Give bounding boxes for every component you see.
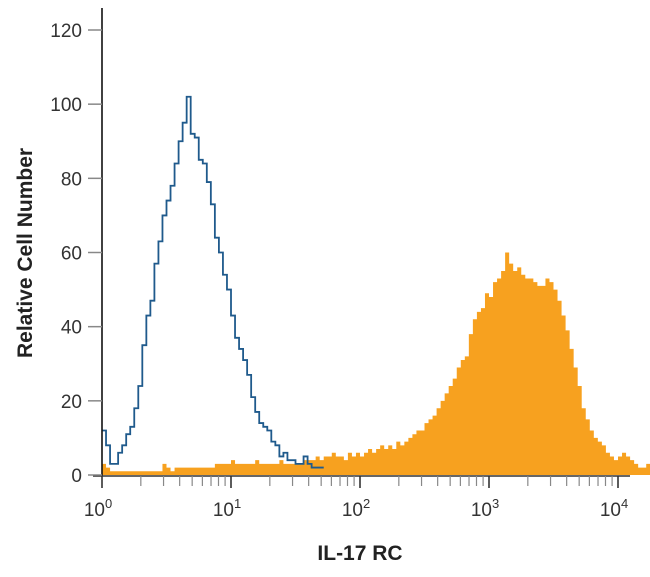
y-tick-label: 0 [71,466,82,487]
x-axis-title: IL-17 RC [317,542,402,565]
y-tick-label: 100 [50,95,82,116]
y-axis-title: Relative Cell Number [14,148,37,358]
y-tick-label: 120 [50,21,82,42]
y-tick-label: 20 [61,392,82,413]
x-tick-label: 100 [84,496,112,521]
x-axis-ticks: 100 101 102 103 104 [84,476,628,521]
y-tick-label: 60 [61,244,82,265]
y-tick-label: 80 [61,169,82,190]
isotype-control-histogram [102,95,324,469]
il17rc-stained-histogram [102,252,650,475]
y-tick-label: 40 [61,318,82,339]
x-tick-label: 102 [342,496,370,521]
y-axis-ticks: 0 20 40 60 80 100 120 [50,21,102,487]
x-tick-label: 104 [600,496,628,521]
x-tick-label: 103 [471,496,499,521]
plot-area [102,95,650,475]
x-tick-label: 101 [213,496,241,521]
